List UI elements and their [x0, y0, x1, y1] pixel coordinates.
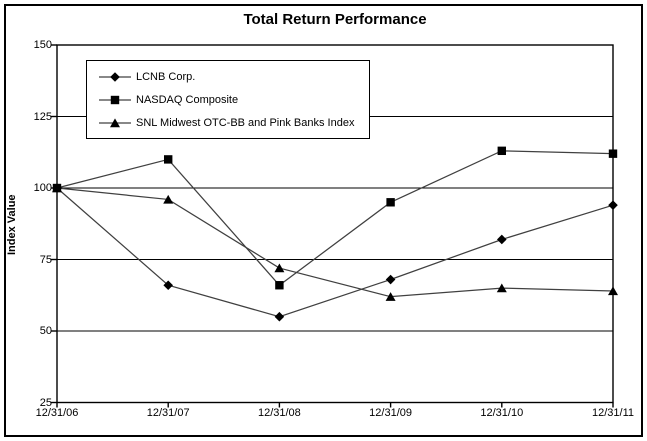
legend-label: SNL Midwest OTC-BB and Pink Banks Index — [136, 116, 355, 129]
x-tick-label: 12/31/06 — [35, 407, 79, 419]
y-tick-label: 25 — [39, 396, 52, 409]
x-tick-label: 12/31/09 — [369, 407, 412, 419]
legend-item-snl: SNL Midwest OTC-BB and Pink Banks Index — [99, 117, 369, 129]
diamond-marker-icon — [99, 71, 131, 82]
chart-title: Total Return Performance — [243, 11, 427, 28]
legend-label: NASDAQ Composite — [136, 93, 239, 106]
y-tick-label: 150 — [33, 39, 52, 51]
square-marker-icon — [99, 95, 131, 104]
x-tick-label: 12/31/10 — [480, 407, 524, 419]
y-tick-label: 50 — [39, 325, 52, 337]
y-tick-label: 100 — [33, 182, 52, 194]
x-tick-label: 12/31/07 — [146, 407, 190, 419]
legend: LCNB Corp. NASDAQ Composite SNL Midwest … — [86, 60, 370, 139]
y-tick-label: 75 — [39, 253, 52, 266]
legend-item-nasdaq: NASDAQ Composite — [99, 94, 369, 106]
triangle-marker-icon — [99, 117, 131, 127]
y-tick-label: 125 — [33, 110, 52, 123]
legend-label: LCNB Corp. — [136, 70, 196, 83]
x-tick-label: 12/31/11 — [591, 407, 634, 419]
x-tick-label: 12/31/08 — [257, 407, 301, 419]
legend-item-lcnb: LCNB Corp. — [99, 71, 369, 83]
